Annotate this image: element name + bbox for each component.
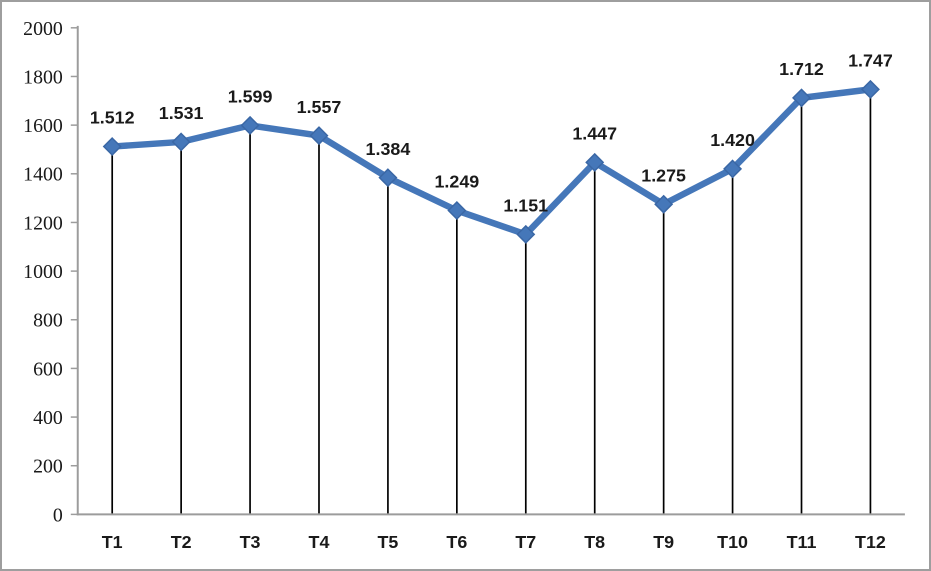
x-axis-category-label: T3 xyxy=(240,532,261,552)
data-point-marker xyxy=(516,224,536,244)
data-point-marker xyxy=(447,201,467,221)
data-point-label: 1.712 xyxy=(779,59,824,79)
data-point-marker xyxy=(102,137,122,157)
y-axis-tick-label: 600 xyxy=(33,358,63,380)
data-point-marker xyxy=(654,194,674,214)
y-axis-tick-label: 1400 xyxy=(23,164,63,186)
data-point-marker xyxy=(309,126,329,146)
y-axis-tick-label: 1600 xyxy=(23,115,63,137)
data-point-label: 1.747 xyxy=(848,51,893,71)
x-axis-category-label: T5 xyxy=(378,532,399,552)
x-axis-category-label: T12 xyxy=(855,532,886,552)
series-line xyxy=(108,86,874,238)
data-point-label: 1.512 xyxy=(90,108,135,128)
data-point-marker xyxy=(378,168,398,188)
data-point-label: 1.599 xyxy=(228,87,273,107)
data-point-marker xyxy=(792,88,811,108)
data-point-label: 1.557 xyxy=(297,97,342,117)
data-point-label: 1.384 xyxy=(366,139,411,159)
data-point-label: 1.420 xyxy=(710,130,755,150)
data-point-marker xyxy=(240,115,260,135)
y-axis-tick-label: 800 xyxy=(33,310,63,332)
y-axis-tick-label: 0 xyxy=(53,504,63,526)
data-point-label: 1.531 xyxy=(159,103,204,123)
data-point-marker xyxy=(860,79,880,99)
x-axis-category-label: T4 xyxy=(309,532,330,552)
y-axis-tick-label: 1200 xyxy=(23,212,63,234)
data-point-marker xyxy=(585,152,605,172)
x-axis-category-label: T11 xyxy=(787,532,817,552)
y-axis-tick-label: 1800 xyxy=(23,66,63,88)
data-point-label: 1.275 xyxy=(641,165,686,185)
x-axis-category-label: T6 xyxy=(446,532,467,552)
x-axis-category-label: T1 xyxy=(102,532,123,552)
data-point-label: 1.447 xyxy=(572,124,617,144)
x-axis-category-label: T2 xyxy=(171,532,192,552)
y-axis-tick-label: 400 xyxy=(33,407,63,429)
x-axis-category-label: T8 xyxy=(584,532,605,552)
y-axis-tick-label: 200 xyxy=(33,456,63,478)
data-point-marker xyxy=(171,132,191,152)
y-axis-tick-label: 1000 xyxy=(23,261,63,283)
x-axis-category-label: T7 xyxy=(515,532,536,552)
y-axis-tick-label: 2000 xyxy=(23,18,63,40)
plot-background xyxy=(3,2,928,569)
x-axis-category-label: T10 xyxy=(717,532,748,552)
x-axis-category-label: T9 xyxy=(653,532,674,552)
data-point-label: 1.249 xyxy=(435,172,480,192)
data-point-label: 1.151 xyxy=(503,196,548,216)
data-point-marker xyxy=(723,159,743,179)
